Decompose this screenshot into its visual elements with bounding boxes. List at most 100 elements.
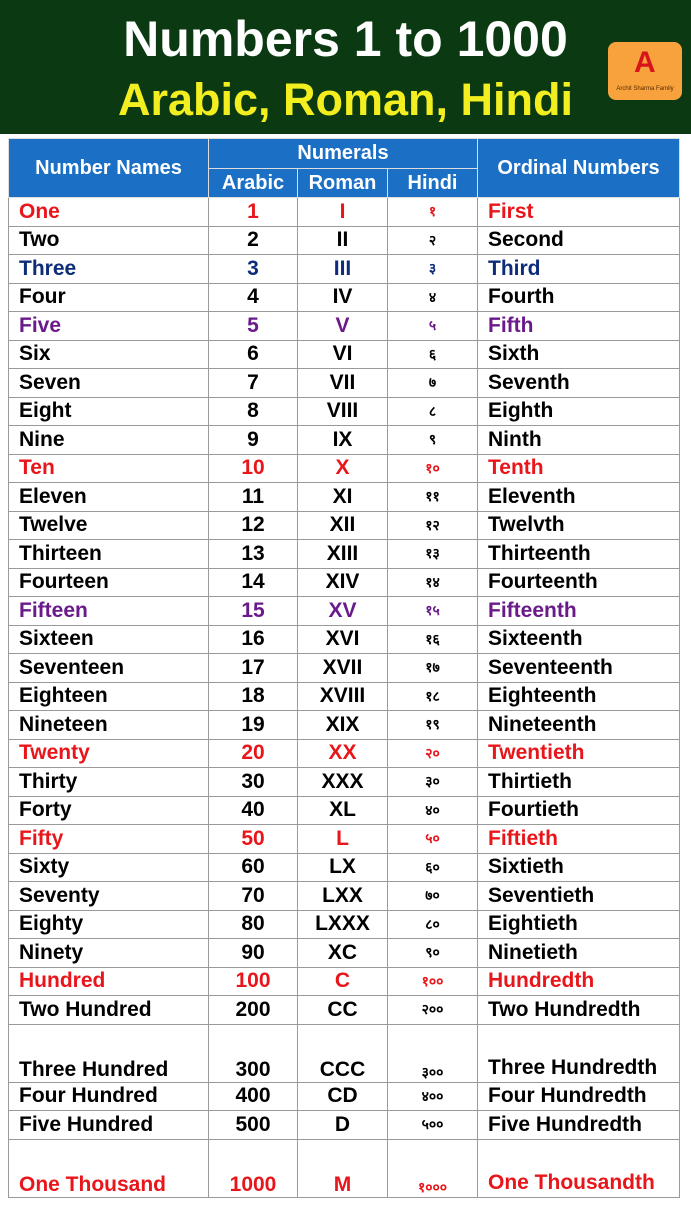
table-row: Seventeen 17 XVII १७ Seventeenth <box>8 653 680 683</box>
table-cell: XX <box>297 738 388 768</box>
table-cell: Sixty <box>8 852 209 882</box>
table-row: Two 2 II २ Second <box>8 225 680 255</box>
table-row: Five Hundred 500 D ५०० Five Hundredth <box>8 1110 680 1140</box>
logo-icon: A <box>634 46 656 79</box>
table-cell: Fourteenth <box>477 567 680 597</box>
table-cell: Five Hundredth <box>477 1110 680 1140</box>
header-cell: Arabic <box>208 168 298 198</box>
table-cell: Twentieth <box>477 738 680 768</box>
table-cell: Four Hundredth <box>477 1081 680 1111</box>
table-row: Hundred 100 C १०० Hundredth <box>8 966 680 996</box>
table-cell: 200 <box>208 995 298 1025</box>
table-cell: One Thousand <box>8 1138 209 1198</box>
table-cell: V <box>297 311 388 341</box>
table-cell: Second <box>477 225 680 255</box>
table-cell: 60 <box>208 852 298 882</box>
table-cell: Eighteen <box>8 681 209 711</box>
table-cell: VIII <box>297 396 388 426</box>
table-cell: 90 <box>208 938 298 968</box>
table-cell: First <box>477 197 680 227</box>
table-cell: 400 <box>208 1081 298 1111</box>
table-cell: Hundred <box>8 966 209 996</box>
table-cell: IX <box>297 425 388 455</box>
table-cell: 9 <box>208 425 298 455</box>
table-cell: Seventy <box>8 881 209 911</box>
table-row: Thirty 30 XXX ३० Thirtieth <box>8 767 680 797</box>
table-cell: 20 <box>208 738 298 768</box>
table-cell: I <box>297 197 388 227</box>
table-cell: Ninety <box>8 938 209 968</box>
table-cell: LXX <box>297 881 388 911</box>
table-row: Ten 10 X १० Tenth <box>8 453 680 483</box>
table-row: Thirteen 13 XIII १३ Thirteenth <box>8 539 680 569</box>
header: Numbers 1 to 1000 Arabic, Roman, Hindi A… <box>0 0 691 134</box>
table-cell: XL <box>297 795 388 825</box>
table-cell: Eighth <box>477 396 680 426</box>
table-cell: One <box>8 197 209 227</box>
table-cell: Three <box>8 254 209 284</box>
table-cell: Three Hundred <box>8 1023 209 1083</box>
table-cell: Thirteenth <box>477 539 680 569</box>
table-cell: Nineteen <box>8 710 209 740</box>
table-row: Six 6 VI ६ Sixth <box>8 339 680 369</box>
table-cell: VII <box>297 368 388 398</box>
table-cell: Fourth <box>477 282 680 312</box>
table-cell: CD <box>297 1081 388 1111</box>
table-cell: ४० <box>387 795 478 825</box>
table-cell: Ninetieth <box>477 938 680 968</box>
table-cell: Fifth <box>477 311 680 341</box>
table-cell: M <box>297 1138 388 1198</box>
table-cell: १००० <box>387 1138 478 1198</box>
table-cell: 18 <box>208 681 298 711</box>
table-cell: XIII <box>297 539 388 569</box>
table-cell: ८ <box>387 396 478 426</box>
table-cell: ११ <box>387 482 478 512</box>
table-cell: D <box>297 1110 388 1140</box>
table-cell: ९० <box>387 938 478 968</box>
table-cell: One Thousandth <box>477 1138 680 1198</box>
table-cell: ४०० <box>387 1081 478 1111</box>
table-cell: Two <box>8 225 209 255</box>
table-cell: Eighty <box>8 909 209 939</box>
table-cell: ९ <box>387 425 478 455</box>
table-cell: Eight <box>8 396 209 426</box>
table-cell: १८ <box>387 681 478 711</box>
table-cell: XXX <box>297 767 388 797</box>
table-cell: १०० <box>387 966 478 996</box>
table-row: Eighty 80 LXXX ८० Eightieth <box>8 909 680 939</box>
table-cell: Four Hundred <box>8 1081 209 1111</box>
header-cell: Roman <box>297 168 388 198</box>
table-cell: १६ <box>387 624 478 654</box>
table-row: Three 3 III ३ Third <box>8 254 680 284</box>
table-cell: Sixteen <box>8 624 209 654</box>
header-cell: Hindi <box>387 168 478 198</box>
table-cell: Fifty <box>8 824 209 854</box>
table-cell: २० <box>387 738 478 768</box>
table-cell: १९ <box>387 710 478 740</box>
table-cell: IV <box>297 282 388 312</box>
table-cell: Fourteen <box>8 567 209 597</box>
table-cell: Eleven <box>8 482 209 512</box>
table-cell: ५० <box>387 824 478 854</box>
table-cell: Two Hundred <box>8 995 209 1025</box>
table-cell: Five <box>8 311 209 341</box>
table-row: Fourteen 14 XIV १४ Fourteenth <box>8 567 680 597</box>
table-cell: 16 <box>208 624 298 654</box>
table-cell: Seventh <box>477 368 680 398</box>
table-cell: Third <box>477 254 680 284</box>
table-cell: 40 <box>208 795 298 825</box>
table-row: Four Hundred 400 CD ४०० Four Hundredth <box>8 1081 680 1111</box>
table-row: Twelve 12 XII १२ Twelvth <box>8 510 680 540</box>
table-row: One Thousand 1000 M १००० One Thousandth <box>8 1138 680 1198</box>
table-cell: XIV <box>297 567 388 597</box>
table-cell: १२ <box>387 510 478 540</box>
table-cell: 1 <box>208 197 298 227</box>
table-cell: ६ <box>387 339 478 369</box>
table-cell: 5 <box>208 311 298 341</box>
table-cell: Twelvth <box>477 510 680 540</box>
table-cell: १७ <box>387 653 478 683</box>
table-cell: ३० <box>387 767 478 797</box>
table-cell: LXXX <box>297 909 388 939</box>
table-row: Twenty 20 XX २० Twentieth <box>8 738 680 768</box>
